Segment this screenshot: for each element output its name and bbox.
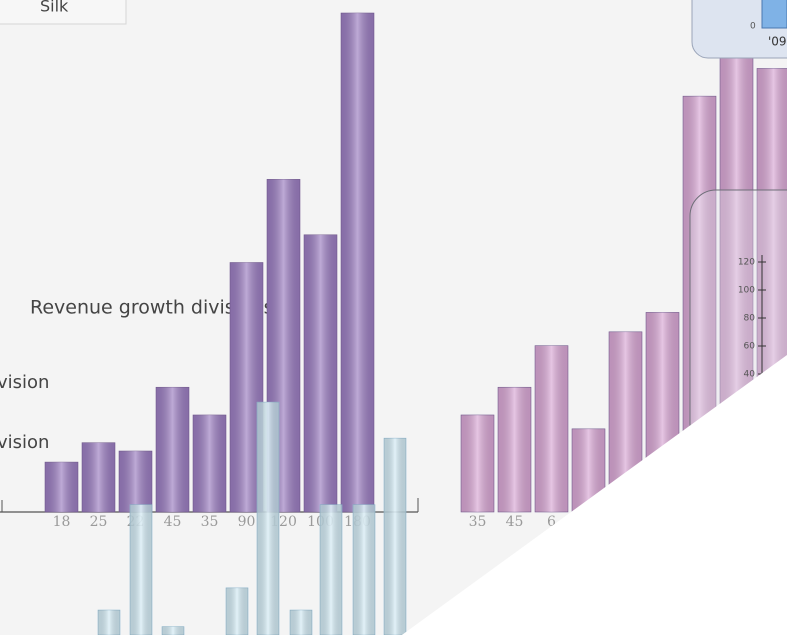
bar-shine [341, 13, 374, 512]
bar-shine [45, 462, 78, 512]
bar-shine [257, 402, 279, 635]
legend-box [0, 0, 127, 25]
inset-axis-ticks: 120 100 80 60 40 [738, 258, 766, 380]
value-label: 35 [469, 514, 487, 530]
bar-shine [226, 587, 248, 635]
bar-shine [353, 504, 375, 635]
value-label: 25 [90, 514, 108, 530]
value-label: 90 [238, 514, 256, 530]
bar-shine [119, 451, 152, 512]
legend-item: vision [0, 432, 49, 453]
chart-title: Revenue growth divisions. [30, 297, 280, 319]
legend-item: Silk [40, 0, 69, 16]
bar-shine [320, 504, 342, 635]
bar-shine [130, 504, 152, 635]
value-label: 18 [53, 514, 71, 530]
inset-tick-label: 120 [738, 258, 755, 268]
bar-shine [98, 610, 120, 635]
bar-shine [82, 442, 115, 512]
inset-tick-label: 100 [738, 286, 755, 296]
bar-shine [384, 438, 406, 635]
inset-bar [761, 0, 787, 29]
bar-shine [162, 626, 184, 635]
value-label: 35 [201, 514, 219, 530]
bar-shine [193, 414, 226, 512]
value-label: 45 [164, 514, 182, 530]
bar-shine [290, 610, 312, 635]
legend-item: vision [0, 372, 49, 393]
page-curl [401, 355, 787, 635]
bar-shine [304, 234, 337, 512]
inset-tick: 0 [750, 22, 756, 32]
bar-shine [498, 387, 531, 512]
bar-shine [156, 387, 189, 512]
value-label: 6 [547, 514, 556, 530]
inset-tick-label: 80 [744, 314, 756, 324]
bar-shine [535, 345, 568, 512]
inset-tick-label: 60 [744, 342, 756, 352]
value-label: 45 [506, 514, 524, 530]
inset-label: '09 [768, 35, 787, 49]
inset-tick-label: 40 [744, 370, 756, 380]
bar-shine [461, 414, 494, 512]
